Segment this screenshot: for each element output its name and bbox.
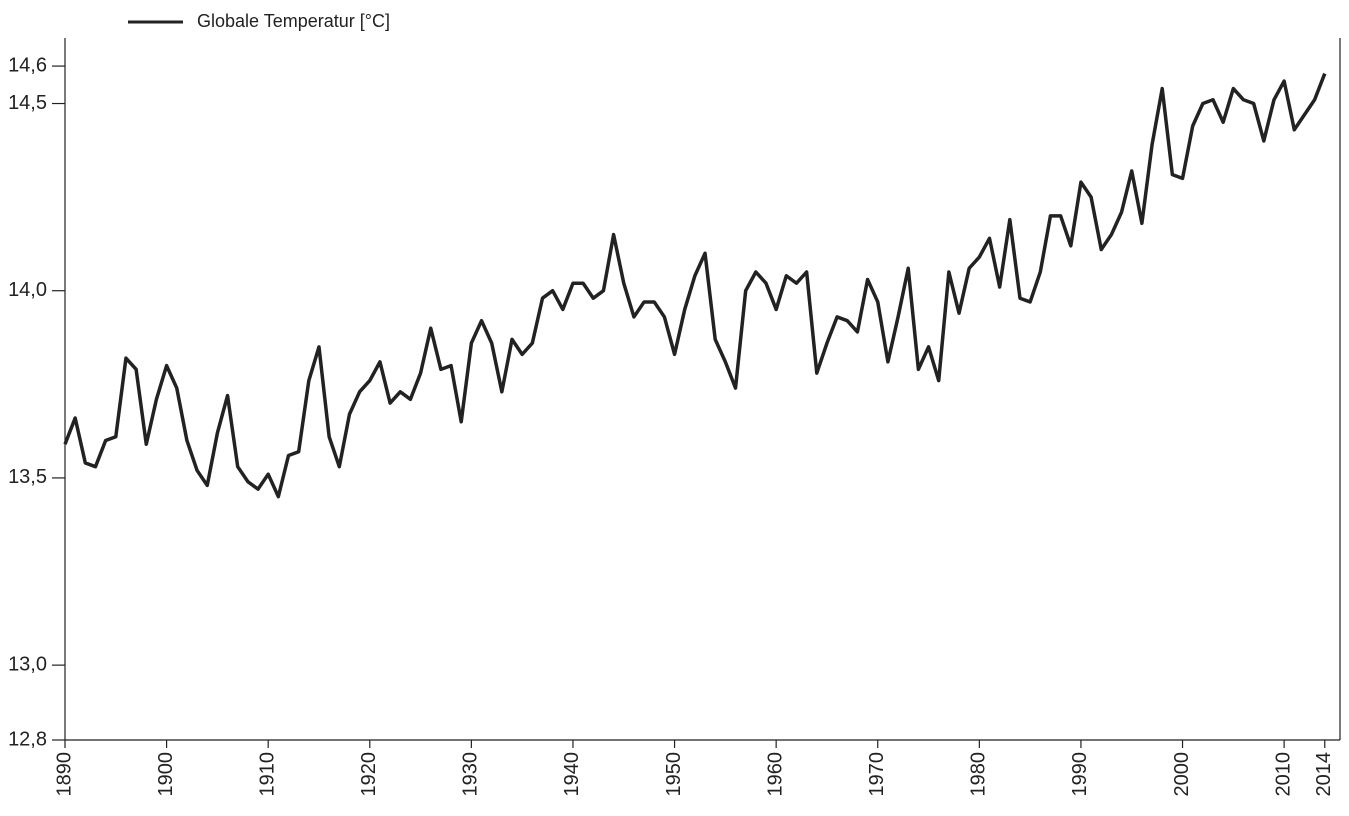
x-tick-label: 1960 [764, 752, 786, 797]
y-tick-label: 13,0 [8, 653, 47, 675]
x-tick-label: 2014 [1313, 752, 1335, 797]
y-tick-label: 14,6 [8, 54, 47, 76]
x-tick-label: 1990 [1069, 752, 1091, 797]
x-tick-label: 1920 [358, 752, 380, 797]
x-tick-label: 1930 [460, 752, 482, 797]
x-tick-label: 1980 [968, 752, 990, 797]
x-tick-label: 1910 [256, 752, 278, 797]
x-tick-label: 1900 [155, 752, 177, 797]
x-tick-label: 2000 [1171, 752, 1193, 797]
x-tick-label: 1940 [561, 752, 583, 797]
y-tick-label: 12,8 [8, 728, 47, 750]
x-tick-label: 2010 [1272, 752, 1294, 797]
x-tick-label: 1890 [53, 752, 75, 797]
x-tick-label: 1970 [866, 752, 888, 797]
y-tick-label: 14,0 [8, 279, 47, 301]
data-line [63, 72, 1327, 499]
y-tick-label: 13,5 [8, 466, 47, 488]
x-tick-label: 1950 [663, 752, 685, 797]
legend-label: Globale Temperatur [°C] [197, 11, 390, 31]
y-tick-label: 14,5 [8, 92, 47, 114]
